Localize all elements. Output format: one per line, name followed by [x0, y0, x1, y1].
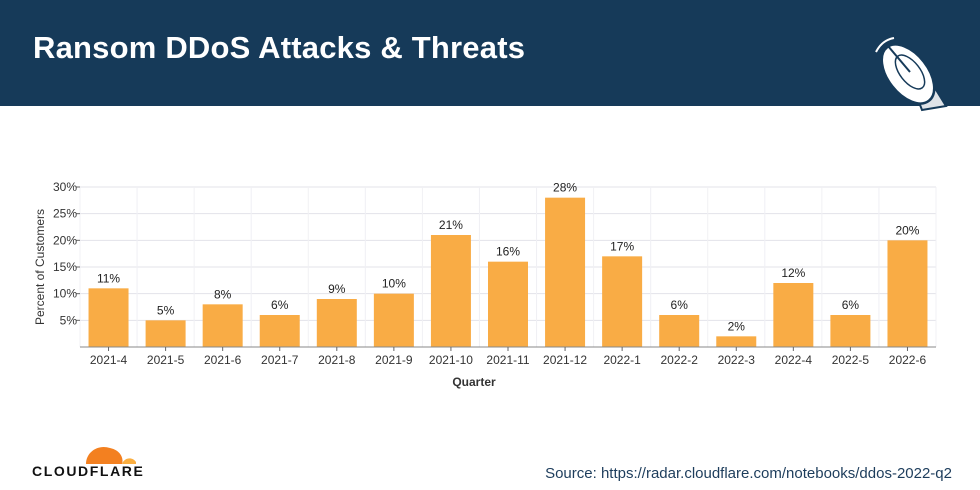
- x-tick-label: 2021-8: [318, 353, 356, 367]
- x-tick-label: 2022-4: [775, 353, 813, 367]
- header-banner: Ransom DDoS Attacks & Threats: [0, 0, 980, 112]
- y-axis-label: Percent of Customers: [33, 209, 47, 325]
- bar: [259, 315, 300, 347]
- x-tick-label: 2022-2: [661, 353, 699, 367]
- data-label: 21%: [439, 218, 463, 232]
- page-title: Ransom DDoS Attacks & Threats: [33, 30, 526, 65]
- x-tick-label: 2021-9: [375, 353, 413, 367]
- data-label: 8%: [214, 287, 232, 301]
- bar: [659, 315, 700, 347]
- cloudflare-cloud-icon: [86, 446, 136, 464]
- y-tick-label: 30%: [53, 180, 77, 194]
- data-label: 11%: [97, 271, 120, 285]
- x-tick-label: 2021-7: [261, 353, 299, 367]
- bar: [602, 256, 643, 347]
- x-tick-label: 2021-12: [543, 353, 587, 367]
- x-tick-label: 2022-3: [718, 353, 756, 367]
- bar: [773, 283, 814, 347]
- y-tick-label: 10%: [53, 287, 77, 301]
- data-label: 6%: [271, 298, 289, 312]
- bar: [716, 336, 757, 347]
- bar: [830, 315, 871, 347]
- data-label: 10%: [382, 277, 406, 291]
- data-label: 6%: [842, 298, 860, 312]
- x-tick-label: 2021-6: [204, 353, 242, 367]
- x-axis: 2021-4 2021-5 2021-6 2021-7 2021-8 2021-9 2021…: [80, 346, 936, 367]
- x-tick-label: 2021-4: [90, 353, 128, 367]
- bar: [430, 235, 471, 347]
- x-tick-label: 2022-1: [603, 353, 641, 367]
- bars: 11% 5% 8% 6% 9% 10% 21% 16% 28% 17% 6% 2% 12% 6% 20%: [88, 181, 928, 347]
- bar: [373, 293, 414, 347]
- y-axis: 5% 10% 15% 20% 25% 30%: [53, 180, 80, 327]
- bar: [316, 299, 357, 347]
- bar: [202, 304, 243, 347]
- x-tick-label: 2021-11: [486, 353, 529, 367]
- bar: [488, 261, 528, 347]
- satellite-dish-icon: [875, 37, 948, 112]
- bar: [145, 320, 186, 347]
- source-citation: Source: https://radar.cloudflare.com/not…: [545, 465, 952, 482]
- x-axis-label: Quarter: [452, 375, 496, 389]
- data-label: 5%: [157, 303, 175, 317]
- x-tick-label: 2021-5: [147, 353, 185, 367]
- data-label: 12%: [781, 266, 805, 280]
- data-label: 17%: [610, 239, 634, 253]
- bar: [88, 288, 129, 347]
- bar: [887, 240, 928, 347]
- y-tick-label: 20%: [53, 233, 77, 247]
- y-tick-label: 5%: [60, 313, 78, 327]
- data-label: 20%: [895, 223, 919, 237]
- data-label: 6%: [671, 298, 689, 312]
- y-tick-label: 25%: [53, 207, 77, 221]
- x-tick-label: 2022-5: [832, 353, 870, 367]
- y-tick-label: 15%: [53, 260, 77, 274]
- x-tick-label: 2021-10: [429, 353, 473, 367]
- bar: [545, 197, 586, 347]
- x-tick-label: 2022-6: [889, 353, 927, 367]
- data-label: 28%: [553, 181, 577, 195]
- data-label: 16%: [496, 245, 520, 259]
- data-label: 2%: [728, 319, 746, 333]
- cloudflare-logo-text: CLOUDFLARE: [32, 463, 145, 479]
- data-label: 9%: [328, 282, 346, 296]
- bar-chart: 11% 5% 8% 6% 9% 10% 21% 16% 28% 17% 6% 2% 12% 6% 20% 5…: [33, 180, 937, 389]
